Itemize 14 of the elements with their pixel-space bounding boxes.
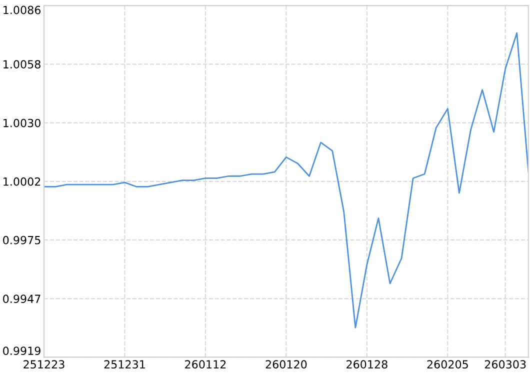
x-tick-label: 251231 bbox=[104, 360, 145, 369]
y-tick-label: 1.0002 bbox=[4, 177, 40, 186]
x-tick-label: 260303 bbox=[484, 360, 526, 369]
x-tick-label: 251223 bbox=[24, 360, 64, 369]
y-tick-label: 0.9975 bbox=[3, 236, 40, 244]
y-tick-label: 1.0058 bbox=[4, 60, 40, 69]
x-tick-label: 260205 bbox=[427, 360, 468, 369]
y-tick-label: 0.9947 bbox=[3, 294, 40, 304]
x-tick-label: 260112 bbox=[185, 360, 226, 369]
y-tick-label: 0.9919 bbox=[3, 346, 40, 356]
x-tick-label: 260120 bbox=[266, 360, 307, 369]
y-tick-label: 1.0086 bbox=[4, 6, 41, 14]
x-tick-label: 260128 bbox=[346, 360, 388, 369]
y-tick-label: 1.0030 bbox=[4, 118, 40, 128]
